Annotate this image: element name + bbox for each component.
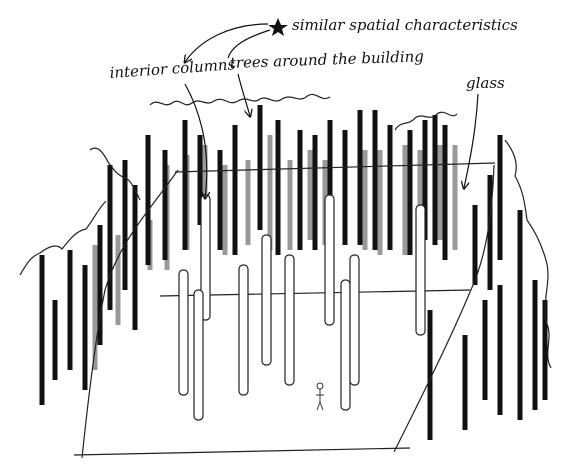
arrow-trees [238,74,250,116]
column [194,290,203,420]
star-note: similar spatial characteristics [292,16,518,34]
floor-front-edge [74,448,410,455]
column [350,255,359,385]
star [268,18,288,36]
interior-columns-label: interior columns [109,55,236,82]
column [325,195,334,325]
column [341,280,350,410]
figure-body [316,389,324,410]
figure-head [317,383,323,389]
glass-label: glass [466,74,505,92]
column [262,235,271,365]
column [285,255,294,385]
sketch: similar spatial characteristics interior… [0,0,562,464]
column [179,270,188,395]
column [239,265,248,395]
column [416,205,425,335]
trees-label: trees around the building [230,47,425,72]
foliage-top [150,94,330,105]
human-figure [316,383,324,410]
arrow-glass [464,94,478,188]
